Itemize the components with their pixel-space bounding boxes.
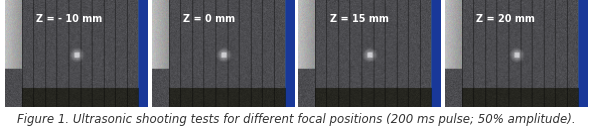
Text: Z = - 10 mm: Z = - 10 mm [36, 14, 102, 24]
Text: Z = 15 mm: Z = 15 mm [330, 14, 388, 24]
Text: Z = 0 mm: Z = 0 mm [183, 14, 235, 24]
Text: Figure 1. Ultrasonic shooting tests for different focal positions (200 ms pulse;: Figure 1. Ultrasonic shooting tests for … [17, 113, 575, 126]
Text: Z = 20 mm: Z = 20 mm [477, 14, 535, 24]
